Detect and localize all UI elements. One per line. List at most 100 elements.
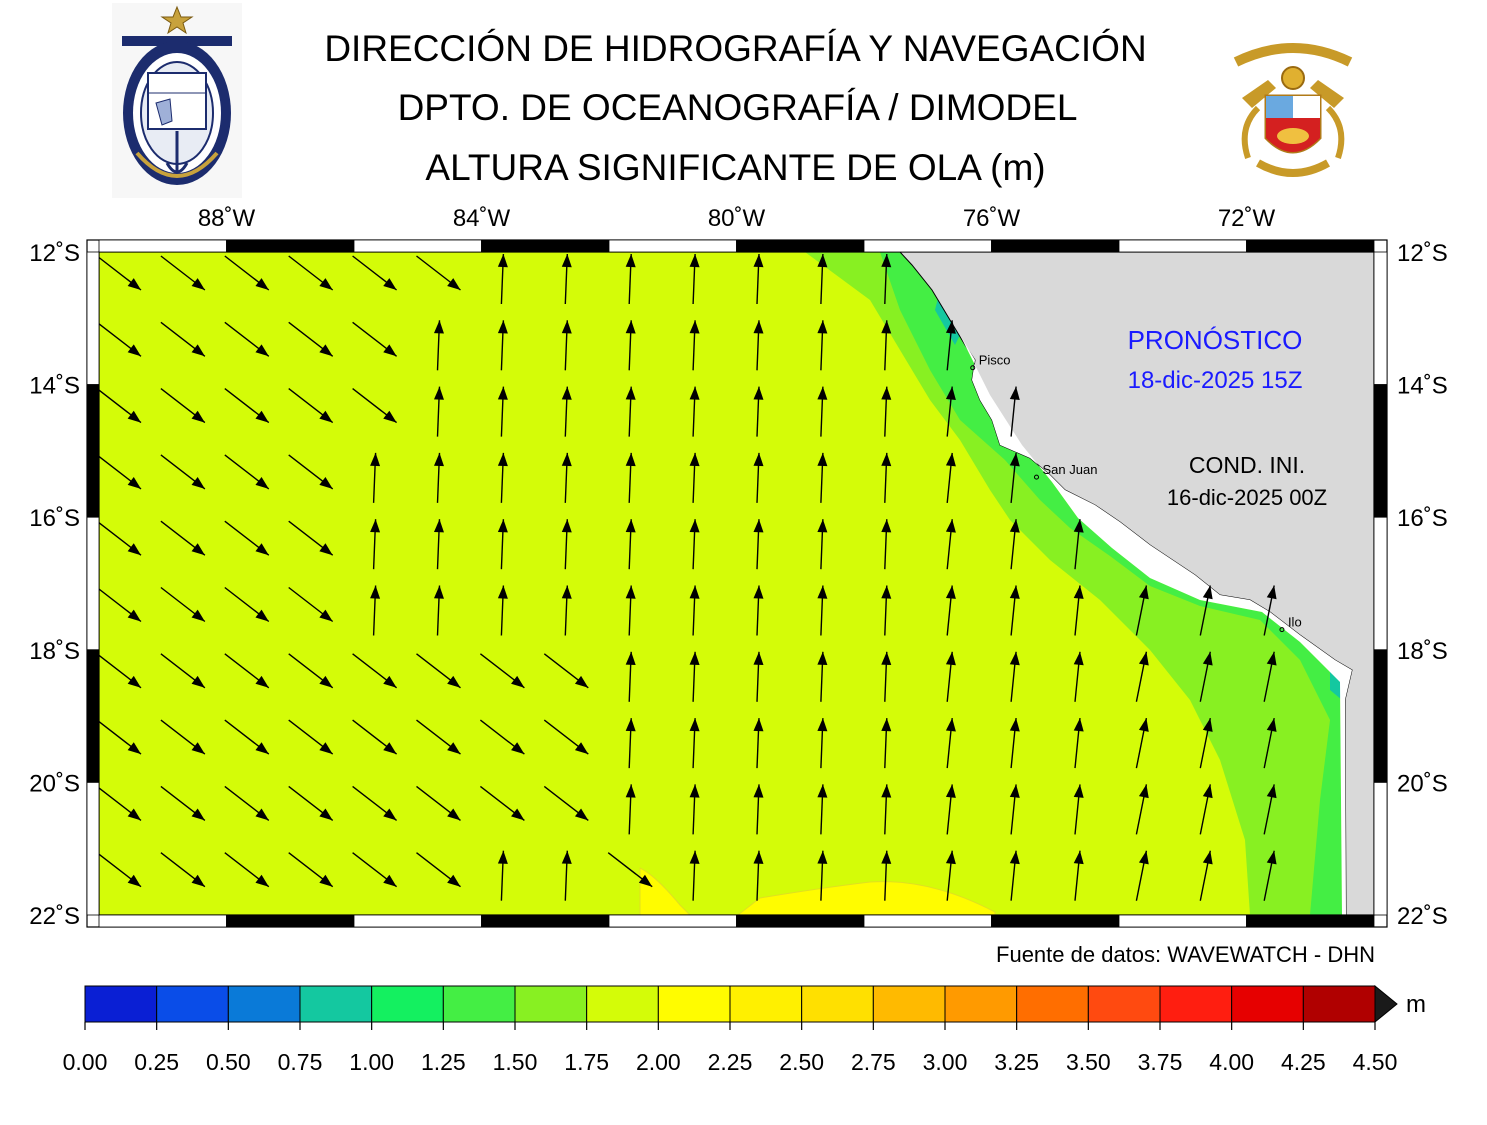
data-source-note: Fuente de datos: WAVEWATCH - DHN — [996, 942, 1375, 967]
wave-arrow — [433, 386, 444, 437]
wave-arrow — [1073, 585, 1084, 636]
frame-tick-top — [991, 239, 1120, 253]
frame-tick-bottom — [1118, 914, 1247, 928]
latitude-label-right: 22˚S — [1397, 903, 1448, 930]
wave-arrow — [479, 719, 525, 755]
wave-arrow — [561, 320, 572, 371]
wave-arrow — [561, 452, 572, 503]
frame-tick-top — [863, 239, 992, 253]
wave-arrow — [625, 386, 636, 437]
colorbar-tick-label: 1.00 — [349, 1049, 394, 1075]
wave-arrow — [817, 452, 828, 503]
wave-arrow — [689, 386, 700, 437]
latitude-label-left: 20˚S — [29, 770, 80, 797]
wave-arrow — [817, 519, 828, 570]
colorbar-segment — [1231, 985, 1304, 1023]
frame-tick-top — [736, 239, 865, 253]
forecast-label: PRONÓSTICO — [1128, 325, 1303, 355]
wave-arrow — [689, 452, 700, 503]
frame-tick-bottom — [736, 914, 865, 928]
wave-arrow — [1263, 585, 1277, 636]
city-marker — [1279, 627, 1285, 633]
wave-arrow — [1135, 850, 1149, 901]
colorbar-segment — [801, 985, 874, 1023]
wave-arrow — [224, 653, 270, 689]
wave-arrow — [881, 519, 892, 570]
wave-arrow — [288, 653, 334, 689]
frame-tick-top — [481, 239, 610, 253]
wave-arrow — [224, 388, 270, 424]
wave-arrow — [352, 852, 398, 888]
colorbar-segment — [156, 985, 229, 1023]
frame-tick-top — [1246, 239, 1375, 253]
wave-arrow — [689, 320, 700, 371]
wave-arrow — [160, 321, 206, 357]
colorbar-tick-label: 2.00 — [636, 1049, 681, 1075]
wave-arrow — [224, 586, 270, 623]
wave-arrow — [625, 253, 636, 305]
wave-arrow — [497, 519, 508, 570]
colorbar-tick-label: 0.25 — [134, 1049, 179, 1075]
wave-arrow — [945, 651, 956, 702]
colorbar-segment — [1159, 985, 1233, 1023]
wave-patch-2-00 — [639, 867, 692, 916]
wave-arrow — [352, 321, 398, 357]
frame-tick-right — [1373, 251, 1388, 386]
wave-arrow — [753, 320, 764, 371]
colorbar-segment — [729, 985, 803, 1023]
wave-arrow — [1135, 717, 1149, 769]
wave-arrow — [96, 388, 142, 424]
wave-arrow — [561, 850, 572, 901]
wave-arrow — [479, 653, 525, 689]
wave-arrow — [1073, 850, 1084, 901]
colorbar-segment — [442, 985, 516, 1023]
city-marker — [970, 365, 976, 371]
wave-arrow — [433, 585, 444, 636]
colorbar-tick-label: 0.50 — [206, 1049, 251, 1075]
latitude-label-right: 14˚S — [1397, 373, 1448, 400]
frame-tick-bottom — [608, 914, 737, 928]
colorbar-segment — [1016, 985, 1089, 1023]
frame-tick-left — [86, 516, 100, 651]
wave-arrow — [1009, 585, 1020, 636]
latitude-label-left: 14˚S — [29, 373, 80, 400]
wave-arrow — [497, 585, 508, 636]
wave-arrow — [1199, 651, 1213, 702]
wave-arrow — [288, 255, 334, 291]
latitude-label-right: 18˚S — [1397, 638, 1448, 665]
wave-arrow — [607, 852, 653, 888]
wave-arrow — [881, 784, 892, 835]
frame-tick-left — [86, 649, 100, 783]
wave-arrow — [753, 585, 764, 636]
wave-arrow — [1135, 784, 1149, 835]
city-marker — [1034, 474, 1039, 480]
colorbar-tick-label: 3.75 — [1138, 1049, 1183, 1075]
wave-arrow — [96, 255, 142, 291]
wave-arrow — [1263, 717, 1277, 769]
wave-arrow — [1199, 784, 1213, 835]
wave-arrow — [160, 520, 206, 556]
colorbar-tick-label: 2.25 — [708, 1049, 753, 1075]
wave-arrow — [561, 386, 572, 437]
colorbar-tick-label: 0.00 — [63, 1049, 108, 1075]
wave-band-0-75 — [1330, 670, 1342, 700]
title-institution: DIRECCIÓN DE HIDROGRAFÍA Y NAVEGACIÓN — [324, 28, 1147, 69]
wave-arrow — [1009, 718, 1020, 769]
colorbar-tick-label: 1.50 — [493, 1049, 538, 1075]
wave-arrow — [497, 850, 508, 901]
longitude-label: 76˚W — [963, 205, 1021, 232]
wave-arrow — [96, 852, 142, 888]
star-icon — [160, 5, 194, 35]
wave-arrow — [416, 719, 461, 755]
colorbar-tick-label: 1.25 — [421, 1049, 466, 1075]
wave-arrow — [881, 386, 892, 437]
wave-arrow — [224, 785, 270, 821]
wave-arrow — [753, 253, 764, 305]
colorbar-tick-label: 4.00 — [1209, 1049, 1254, 1075]
wave-arrow — [160, 785, 206, 821]
wave-arrow — [689, 784, 700, 835]
wave-arrow — [352, 388, 398, 424]
latitude-label-left: 18˚S — [29, 638, 80, 665]
wave-arrow — [416, 852, 461, 888]
